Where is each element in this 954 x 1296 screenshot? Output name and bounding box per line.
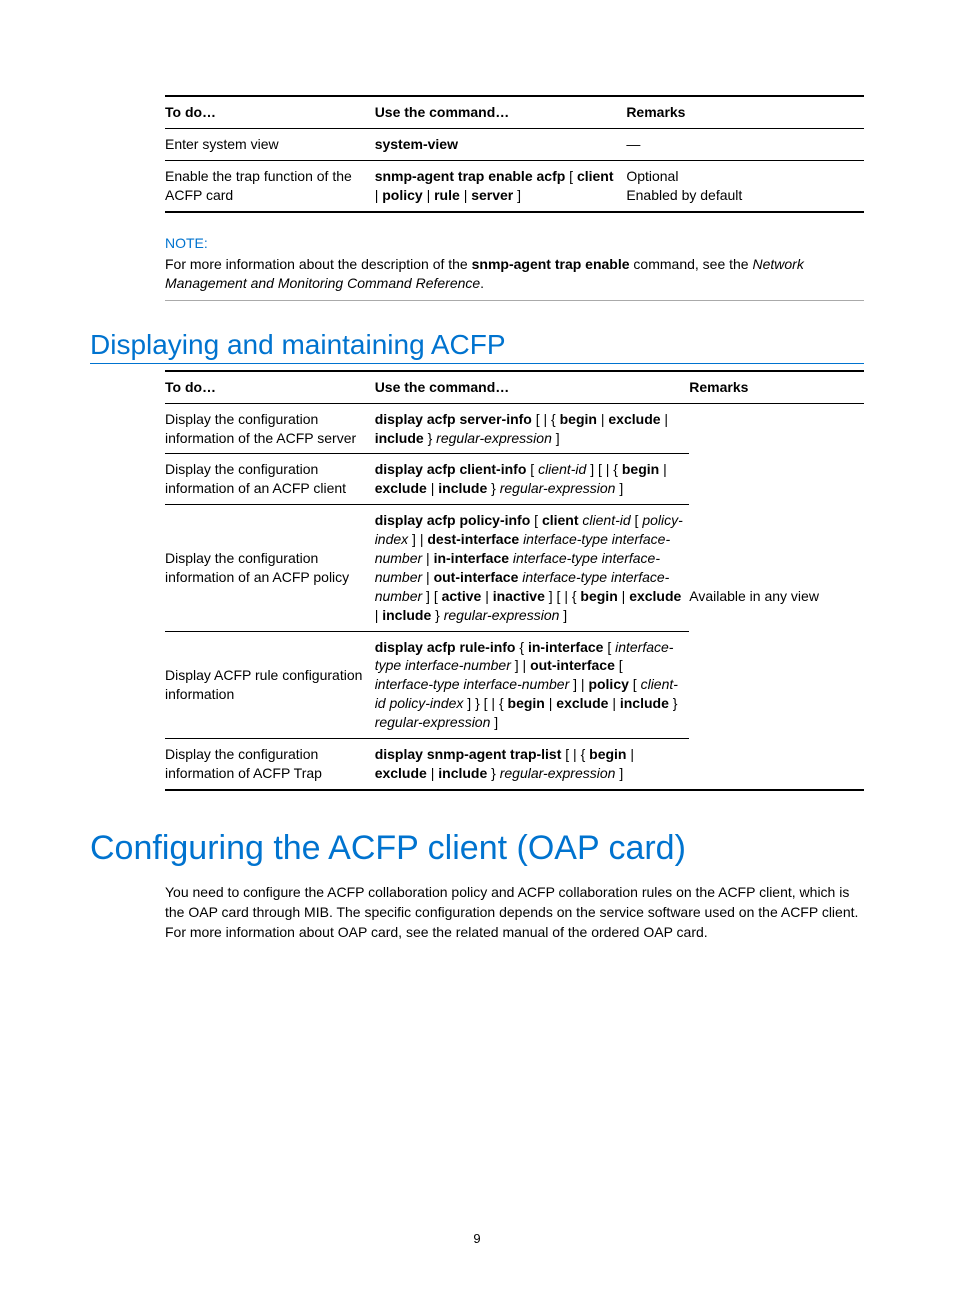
t1-row-2: Enable the trap function of the ACFP car… bbox=[165, 160, 864, 211]
section-heading: Displaying and maintaining ACFP bbox=[90, 329, 864, 364]
t1-row-1: Enter system view system-view — bbox=[165, 128, 864, 160]
t1-r1-c3: — bbox=[626, 128, 864, 160]
t1-header-command: Use the command… bbox=[375, 96, 627, 128]
command-table-1: To do… Use the command… Remarks Enter sy… bbox=[165, 95, 864, 213]
t1-r2-c3: Optional Enabled by default bbox=[626, 160, 864, 211]
t2-r4-c1: Display ACFP rule configuration informat… bbox=[165, 631, 375, 738]
t1-r2-c1: Enable the trap function of the ACFP car… bbox=[165, 160, 375, 211]
document-page: To do… Use the command… Remarks Enter sy… bbox=[0, 0, 954, 1296]
note-block: NOTE: For more information about the des… bbox=[165, 235, 864, 301]
note-text: For more information about the descripti… bbox=[165, 255, 864, 294]
t1-r2-c2: snmp-agent trap enable acfp [ client | p… bbox=[375, 160, 627, 211]
t1-header-todo: To do… bbox=[165, 96, 375, 128]
chapter-body: You need to configure the ACFP collabora… bbox=[165, 882, 864, 943]
t2-r5-c1: Display the configuration information of… bbox=[165, 739, 375, 790]
t1-header-remarks: Remarks bbox=[626, 96, 864, 128]
t2-r2-c1: Display the configuration information of… bbox=[165, 454, 375, 505]
t2-header-todo: To do… bbox=[165, 371, 375, 403]
t2-r5-c2: display snmp-agent trap-list [ | { begin… bbox=[375, 739, 690, 790]
t2-r3-c1: Display the configuration information of… bbox=[165, 505, 375, 631]
t2-header-command: Use the command… bbox=[375, 371, 690, 403]
t2-r3-c2: display acfp policy-info [ client client… bbox=[375, 505, 690, 631]
t2-remarks-shared: Available in any view bbox=[689, 403, 864, 790]
note-label: NOTE: bbox=[165, 235, 864, 251]
chapter-heading: Configuring the ACFP client (OAP card) bbox=[90, 829, 864, 868]
t2-r1-c2: display acfp server-info [ | { begin | e… bbox=[375, 403, 690, 454]
t2-r2-c2: display acfp client-info [ client-id ] [… bbox=[375, 454, 690, 505]
t2-header-remarks: Remarks bbox=[689, 371, 864, 403]
t2-row-1: Display the configuration information of… bbox=[165, 403, 864, 454]
t1-r1-c2: system-view bbox=[375, 128, 627, 160]
command-table-2: To do… Use the command… Remarks Display … bbox=[165, 370, 864, 791]
content-area: To do… Use the command… Remarks Enter sy… bbox=[165, 95, 864, 943]
t2-r4-c2: display acfp rule-info { in-interface [ … bbox=[375, 631, 690, 738]
t2-r1-c1: Display the configuration information of… bbox=[165, 403, 375, 454]
page-number: 9 bbox=[0, 1231, 954, 1246]
t1-r1-c1: Enter system view bbox=[165, 128, 375, 160]
